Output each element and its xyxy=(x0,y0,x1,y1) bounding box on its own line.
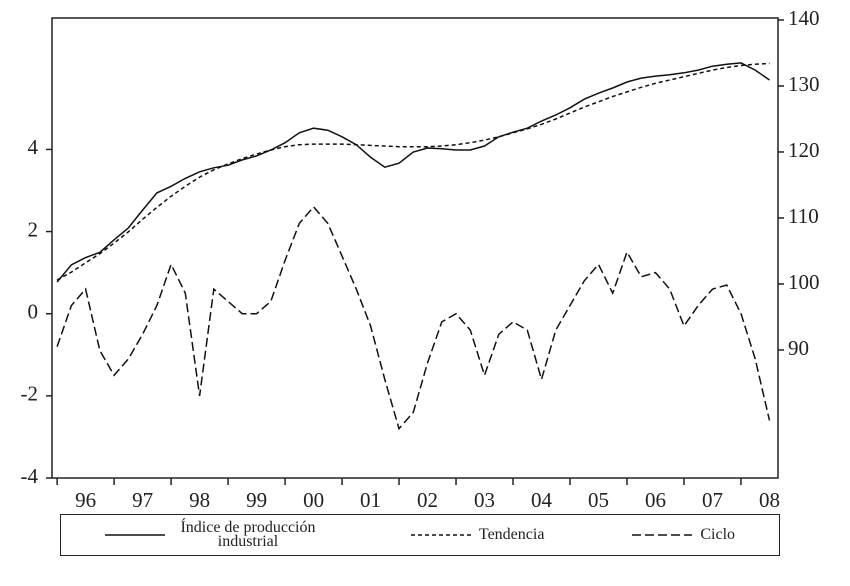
x-tick-label: 01 xyxy=(360,488,381,510)
legend-item: Índice de producción industrial xyxy=(104,519,323,550)
y-tick-label: -4 xyxy=(21,464,39,488)
x-tick-label: 98 xyxy=(189,488,210,510)
legend-item: Ciclo xyxy=(632,526,736,543)
series-line xyxy=(56,62,770,283)
y-tick-label: 4 xyxy=(28,135,39,159)
x-tick-label: 99 xyxy=(246,488,267,510)
y-tick-label: 0 xyxy=(28,300,39,324)
x-tick-label: 08 xyxy=(759,488,780,510)
x-tick-label: 04 xyxy=(531,488,553,510)
series-line xyxy=(56,62,770,281)
y2-tick-label: 140 xyxy=(788,6,820,30)
y2-tick-label: 100 xyxy=(788,270,820,294)
legend-label: Índice de producción industrial xyxy=(180,519,316,550)
y2-tick-label: 110 xyxy=(788,204,819,228)
legend-item: Tendencia xyxy=(410,526,545,543)
x-tick-label: 05 xyxy=(588,488,609,510)
legend-swatch xyxy=(410,534,471,536)
x-tick-label: 00 xyxy=(303,488,324,510)
x-tick-label: 02 xyxy=(417,488,438,510)
x-tick-label: 03 xyxy=(474,488,495,510)
legend-swatch xyxy=(632,534,693,536)
legend-label: Tendencia xyxy=(478,526,545,543)
x-tick-label: 97 xyxy=(132,488,153,510)
x-tick-label: 96 xyxy=(75,488,96,510)
y-tick-label: 2 xyxy=(28,217,39,241)
y2-tick-label: 120 xyxy=(788,138,820,162)
x-tick-label: 07 xyxy=(702,488,723,510)
y2-tick-label: 130 xyxy=(788,72,820,96)
x-tick-label: 06 xyxy=(645,488,666,510)
y-tick-label: -2 xyxy=(21,382,39,406)
legend-swatch xyxy=(104,534,165,536)
series-line xyxy=(56,205,771,431)
y2-tick-label: 90 xyxy=(788,336,809,360)
legend-label: Ciclo xyxy=(700,526,736,543)
plot-frame xyxy=(51,17,779,479)
legend: Índice de producción industrial Tendencia… xyxy=(60,514,780,556)
